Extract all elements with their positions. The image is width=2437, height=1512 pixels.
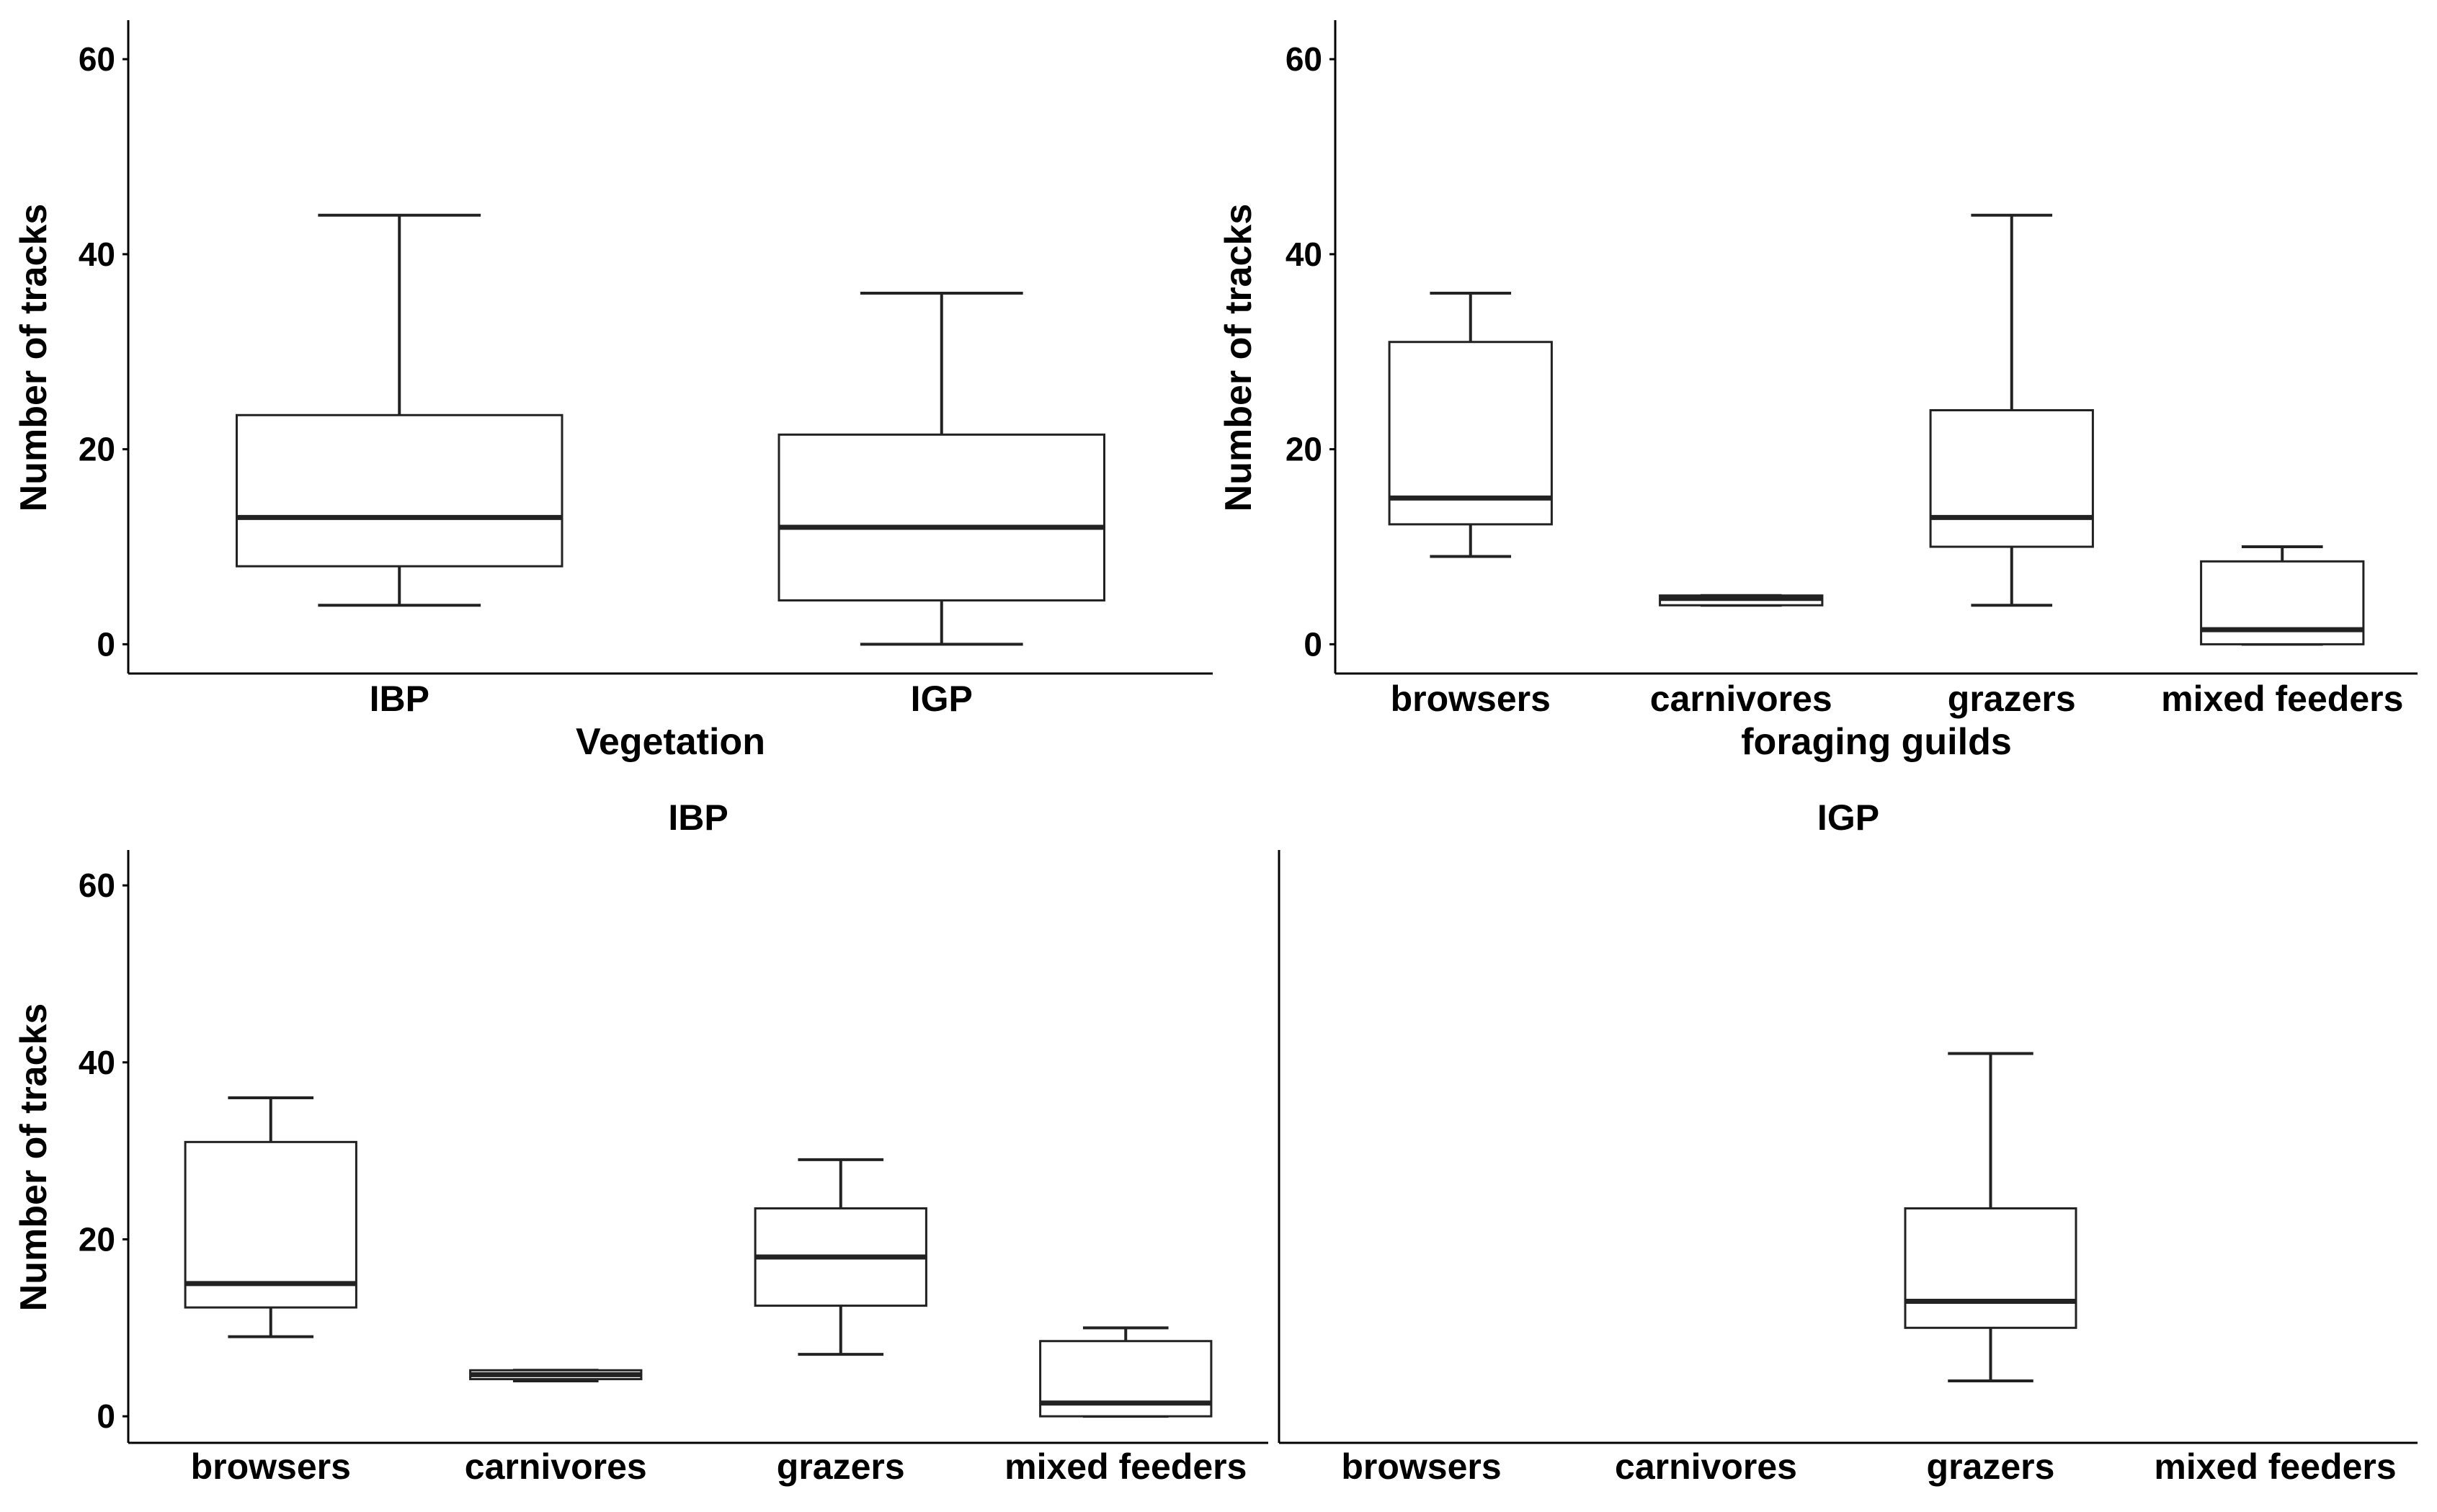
x-tick-label-mixed-feeders: mixed feeders xyxy=(2154,1446,2396,1487)
y-tick-label-40: 40 xyxy=(1286,236,1322,273)
x-tick-label-mixed-feeders: mixed feeders xyxy=(1004,1446,1247,1487)
y-tick-label-20: 20 xyxy=(79,1220,115,1258)
x-tick-label-ibp: IBP xyxy=(370,679,429,719)
box-grazers xyxy=(754,1158,927,1356)
iqr-box xyxy=(1388,341,1553,526)
box-browsers xyxy=(184,1096,357,1338)
panel-vegetation: 0 20 40 60 Number of tracks Vegetation IBP IGP xyxy=(13,20,1213,763)
x-tick-label-grazers: grazers xyxy=(1948,679,2076,719)
box-grazers xyxy=(1904,1052,2077,1383)
panel-igp: IGP browsers carnivores grazers mixed feeder… xyxy=(1278,797,2418,1487)
box-grazers xyxy=(1929,213,2094,607)
box-ibp xyxy=(236,213,563,607)
y-tick-label-60: 60 xyxy=(1286,40,1322,78)
box-carnivores xyxy=(469,1369,643,1383)
y-tick-label-40: 40 xyxy=(79,1044,115,1081)
x-tick-label-carnivores: carnivores xyxy=(465,1446,647,1487)
y-tick-label-20: 20 xyxy=(79,431,115,468)
x-tick-label-browsers: browsers xyxy=(191,1446,351,1487)
iqr-box xyxy=(1904,1207,2077,1329)
x-tick-label-grazers: grazers xyxy=(1927,1446,2055,1487)
y-axis-title: Number of tracks xyxy=(1218,204,1260,512)
x-tick-label-carnivores: carnivores xyxy=(1615,1446,1797,1487)
y-tick-label-0: 0 xyxy=(97,1397,115,1435)
panel-title: IBP xyxy=(668,797,728,838)
y-axis-title: Number of tracks xyxy=(13,204,55,512)
box-carnivores xyxy=(1659,594,1824,607)
y-axis-title: Number of tracks xyxy=(13,1003,55,1312)
y-tick-label-40: 40 xyxy=(79,236,115,273)
y-tick-label-0: 0 xyxy=(97,625,115,663)
x-tick-label-carnivores: carnivores xyxy=(1650,679,1832,719)
panel-ibp: 0 20 40 60 Number of tracks IBP browsers carniv… xyxy=(13,797,1268,1487)
x-axis-title: Vegetation xyxy=(576,721,765,763)
panel-title: IGP xyxy=(1817,797,1879,838)
iqr-box xyxy=(1929,408,2094,548)
box-igp xyxy=(778,292,1105,646)
y-tick-label-20: 20 xyxy=(1286,431,1322,468)
x-tick-label-igp: IGP xyxy=(911,679,973,719)
y-tick-label-0: 0 xyxy=(1304,625,1322,663)
y-tick-label-60: 60 xyxy=(79,40,115,78)
iqr-box xyxy=(184,1140,357,1309)
panel-foraging-guilds: 0 20 40 60 Number of tracks foraging guilds br… xyxy=(1218,20,2418,763)
iqr-box xyxy=(236,413,563,568)
box-browsers xyxy=(1388,292,1553,558)
y-tick-label-60: 60 xyxy=(79,867,115,904)
box-mixed-feeders xyxy=(2200,545,2365,646)
x-tick-label-browsers: browsers xyxy=(1341,1446,1501,1487)
x-tick-label-mixed-feeders: mixed feeders xyxy=(2161,679,2403,719)
x-axis-title: foraging guilds xyxy=(1741,721,2012,763)
box-mixed-feeders xyxy=(1039,1326,1213,1418)
x-tick-label-grazers: grazers xyxy=(777,1446,905,1487)
iqr-box xyxy=(778,433,1105,601)
x-tick-label-browsers: browsers xyxy=(1391,679,1551,719)
